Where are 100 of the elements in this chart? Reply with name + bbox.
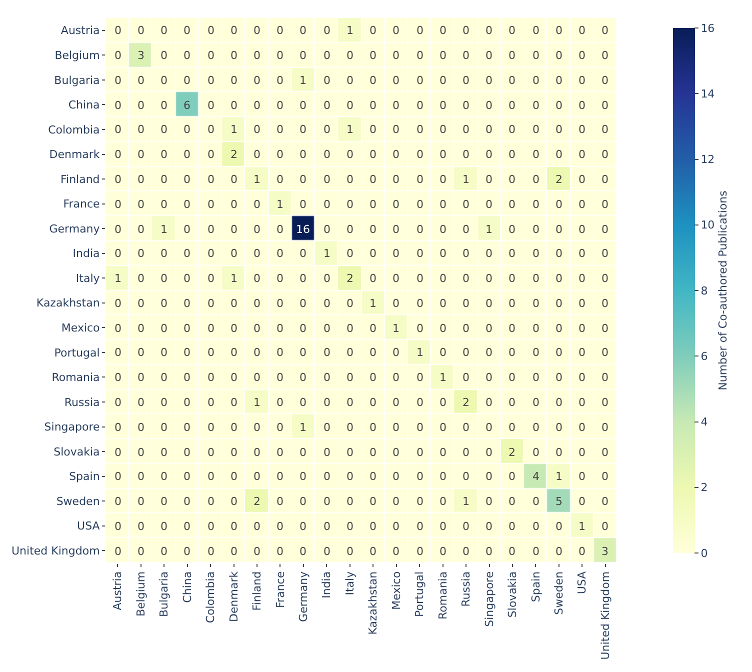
data-label: 0 (138, 296, 144, 310)
data-label: 0 (324, 322, 330, 335)
data-label: 0 (508, 370, 516, 384)
data-label: 0 (184, 24, 190, 37)
data-label: 0 (508, 122, 516, 136)
data-label: 0 (138, 24, 144, 37)
data-label: 0 (416, 48, 424, 62)
data-label: 1 (346, 24, 354, 37)
data-label: 0 (208, 272, 214, 285)
data-label: 0 (462, 148, 470, 161)
data-label: 0 (370, 446, 376, 459)
data-label: 1 (462, 172, 470, 186)
data-label: 0 (230, 74, 238, 87)
data-label: 0 (138, 520, 144, 533)
data-label: 0 (346, 322, 354, 335)
data-label: 0 (392, 48, 400, 62)
data-label: 2 (254, 494, 260, 508)
data-label: 0 (208, 74, 214, 87)
y-tick-label: Bulgaria (54, 74, 100, 87)
data-label: 0 (324, 24, 330, 37)
data-label: 0 (556, 24, 562, 37)
x-tick-label: France (274, 571, 287, 608)
data-label: 0 (346, 370, 354, 384)
data-label: 0 (160, 396, 168, 409)
data-label: 0 (532, 98, 540, 112)
data-label: 0 (160, 24, 168, 37)
data-label: 0 (184, 246, 190, 260)
data-label: 0 (370, 246, 376, 260)
data-label: 1 (230, 122, 238, 136)
y-tick-label: Portugal (54, 346, 100, 360)
data-label: 0 (532, 520, 540, 533)
data-label: 0 (508, 48, 516, 62)
data-label: 0 (370, 346, 376, 359)
data-label: 0 (370, 172, 376, 186)
data-label: 0 (138, 346, 144, 359)
data-label: 0 (440, 420, 446, 434)
y-tick-label: Finland (60, 172, 100, 186)
data-label: 0 (578, 122, 586, 136)
data-label: 0 (602, 296, 608, 310)
data-label: 0 (208, 48, 214, 62)
data-label: 0 (602, 148, 608, 161)
data-label: 0 (230, 544, 238, 558)
y-tick-label: Germany (49, 222, 100, 236)
data-label: 0 (578, 322, 586, 335)
data-label: 0 (602, 122, 608, 136)
data-label: 0 (346, 420, 354, 434)
data-label: 0 (486, 322, 492, 335)
data-label: 0 (392, 98, 400, 112)
x-tick-label: Sweden (552, 571, 566, 615)
y-tick-label: Slovakia (54, 445, 100, 458)
data-label: 0 (300, 322, 306, 335)
data-label: 0 (276, 446, 284, 459)
data-label: 0 (486, 272, 492, 285)
x-tick-label: India (320, 571, 334, 598)
data-label: 0 (208, 446, 214, 459)
data-label: 0 (230, 48, 238, 62)
data-label: 0 (208, 370, 214, 384)
data-label: 0 (208, 122, 214, 136)
data-label: 0 (508, 296, 516, 310)
data-label: 0 (276, 24, 284, 37)
data-label: 0 (532, 296, 540, 310)
data-label: 0 (254, 346, 260, 359)
data-label: 0 (370, 148, 376, 161)
data-label: 0 (578, 272, 586, 285)
data-label: 4 (532, 470, 540, 483)
data-label: 0 (556, 48, 562, 62)
data-label: 0 (392, 470, 400, 483)
data-label: 0 (486, 74, 492, 87)
data-label: 0 (324, 198, 330, 211)
data-label: 0 (160, 48, 168, 62)
data-label: 0 (254, 198, 260, 211)
data-label: 0 (462, 470, 470, 483)
data-label: 0 (254, 24, 260, 37)
data-label: 0 (392, 172, 400, 186)
data-label: 2 (508, 446, 516, 459)
data-label: 0 (324, 446, 330, 459)
data-label: 0 (230, 494, 238, 508)
data-label: 0 (416, 322, 424, 335)
data-label: 0 (230, 246, 238, 260)
data-label: 0 (486, 370, 492, 384)
data-label: 0 (416, 470, 424, 483)
x-tick-label: United Kingdom (598, 571, 612, 660)
data-label: 1 (392, 322, 400, 335)
data-label: 0 (254, 520, 260, 533)
data-label: 0 (486, 396, 492, 409)
data-label: 0 (440, 122, 446, 136)
data-label: 0 (114, 544, 122, 558)
data-label: 0 (440, 470, 446, 483)
data-label: 0 (578, 494, 586, 508)
data-label: 0 (532, 74, 540, 87)
data-label: 0 (578, 396, 586, 409)
data-label: 0 (324, 520, 330, 533)
data-label: 0 (392, 222, 400, 236)
y-tick-label: Austria (60, 24, 100, 38)
data-label: 0 (532, 272, 540, 285)
data-label: 0 (486, 346, 492, 359)
data-label: 0 (230, 520, 238, 533)
data-label: 0 (208, 172, 214, 186)
data-label: 0 (486, 24, 492, 37)
data-label: 0 (486, 470, 492, 483)
